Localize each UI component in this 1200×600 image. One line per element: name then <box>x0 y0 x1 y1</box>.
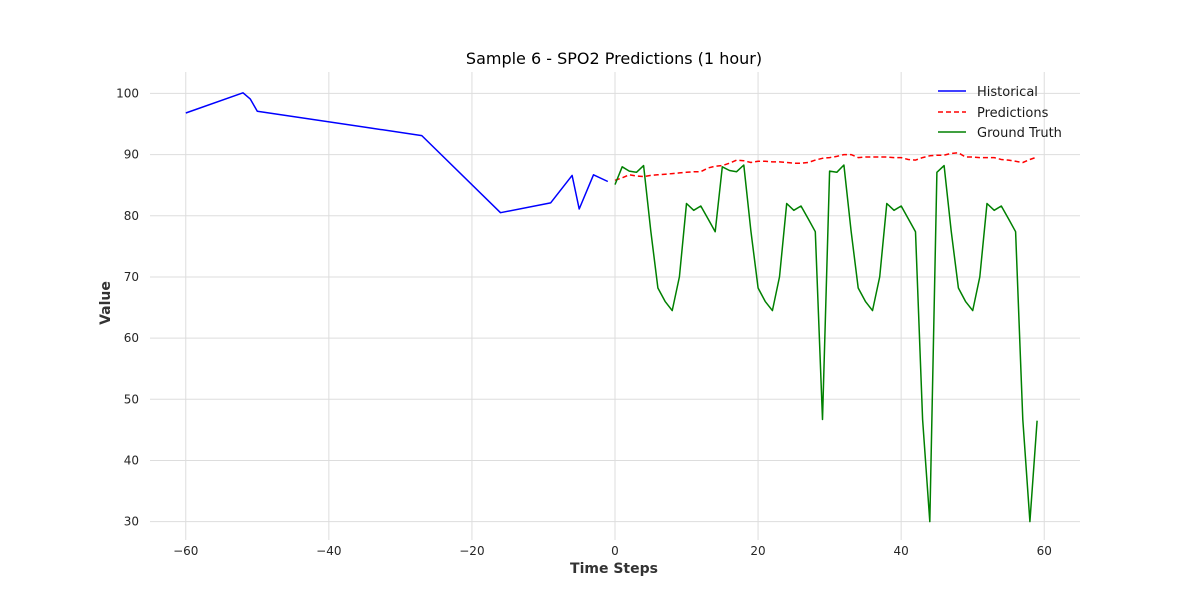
x-tick-label: 0 <box>611 544 619 558</box>
chart-title: Sample 6 - SPO2 Predictions (1 hour) <box>466 49 762 68</box>
legend-label-historical: Historical <box>977 85 1038 100</box>
x-axis-label: Time Steps <box>570 561 658 577</box>
y-tick-label: 50 <box>124 392 139 406</box>
y-tick-label: 80 <box>124 209 139 223</box>
series-lines <box>185 92 1038 523</box>
legend-label-predictions: Predictions <box>977 106 1049 121</box>
y-tick-label: 40 <box>124 453 139 467</box>
legend: Historical Predictions Ground Truth <box>938 85 1062 141</box>
x-tick-label: 20 <box>750 544 765 558</box>
x-tick-label: −40 <box>316 544 341 558</box>
y-tick-label: 100 <box>116 86 139 100</box>
y-tick-label: 70 <box>124 270 139 284</box>
tick-labels: −60 −40 −20 0 20 40 60 30 40 50 60 70 80 90 100 <box>116 86 1052 558</box>
series-line-predictions <box>614 152 1038 182</box>
x-tick-label: 60 <box>1037 544 1052 558</box>
legend-item-predictions: Predictions <box>938 106 1049 121</box>
legend-item-ground-truth: Ground Truth <box>938 126 1062 141</box>
y-tick-label: 30 <box>124 515 139 529</box>
x-tick-label: −60 <box>173 544 198 558</box>
legend-item-historical: Historical <box>938 85 1038 100</box>
y-tick-label: 90 <box>124 148 139 162</box>
x-tick-label: 40 <box>894 544 909 558</box>
legend-label-ground-truth: Ground Truth <box>977 126 1062 141</box>
series-line-ground-truth <box>614 164 1038 523</box>
y-tick-label: 60 <box>124 331 139 345</box>
y-axis-label: Value <box>98 281 114 325</box>
grid-lines <box>150 72 1080 540</box>
x-tick-label: −20 <box>459 544 484 558</box>
series-line-historical <box>185 92 609 214</box>
